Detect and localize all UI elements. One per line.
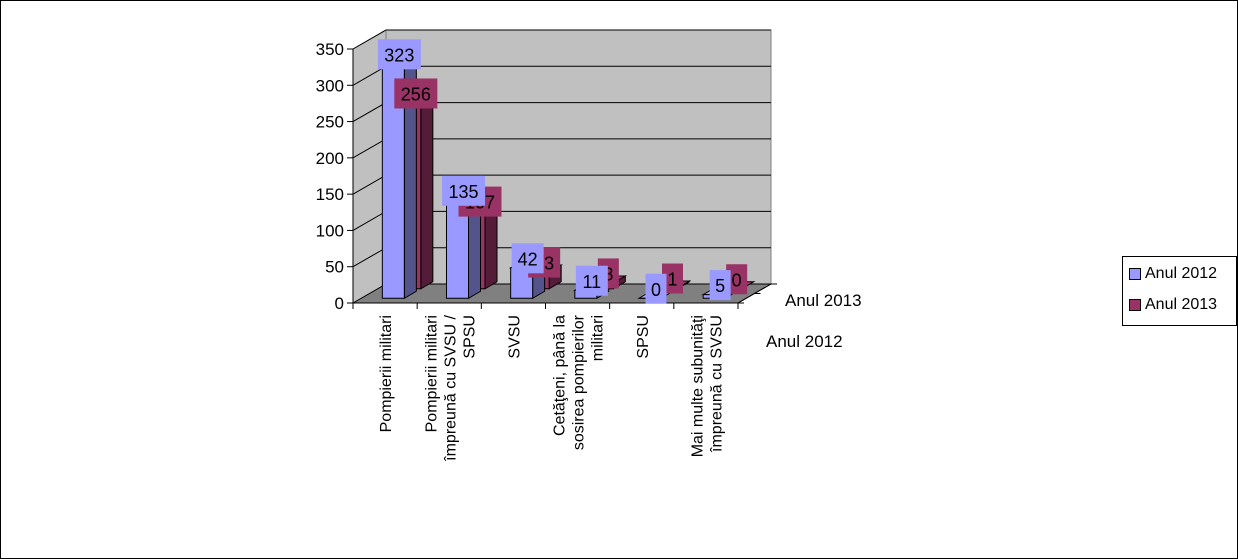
legend-swatch-2013: [1129, 299, 1141, 311]
data-label-2013-box: [726, 264, 748, 295]
gridline-side: [352, 138, 387, 159]
y-tick-label: 0: [335, 294, 344, 313]
gridline-side: [352, 29, 387, 50]
legend-label-2012: Anul 2012: [1145, 265, 1218, 282]
data-label-2013-box: [662, 263, 683, 294]
bar-2012: [380, 55, 419, 300]
legend-item-2012: Anul 2012: [1129, 264, 1217, 284]
category-label: împreună cu SVSU /: [442, 314, 459, 461]
gridline-side: [352, 102, 387, 123]
category-label: SVSU: [506, 315, 523, 359]
category-label: împreună cu SVSU: [708, 315, 725, 453]
data-label-2013: 256: [401, 84, 431, 104]
legend-item-2013: Anul 2013: [1129, 295, 1217, 315]
y-tick-label: 150: [316, 185, 344, 204]
category-label: sosirea pompierilor: [571, 314, 588, 450]
data-label-2012-box: [645, 273, 667, 304]
data-label-2012: 135: [448, 182, 478, 202]
gridline-side: [352, 174, 387, 195]
gridline-side: [352, 247, 387, 268]
category-label: Pompierii militari: [378, 315, 395, 432]
data-label-2012: 0: [651, 280, 661, 300]
y-tick-label: 250: [316, 113, 344, 132]
data-label-2013: 1: [667, 270, 677, 290]
y-tick-label: 350: [316, 40, 344, 59]
data-label-2013: 8: [603, 264, 613, 284]
data-label-2012-box: [377, 39, 421, 70]
legend: Anul 2012 Anul 2013: [1122, 256, 1237, 326]
data-label-2013-box: [394, 78, 438, 109]
category-label: Mai multe subunităţi: [689, 315, 706, 457]
category-label: Cetăţeni, până la: [552, 315, 569, 436]
category-label: SPSU: [635, 315, 652, 359]
category-label: Pompierii militari: [423, 315, 440, 432]
data-label-2012-box: [709, 270, 731, 301]
data-label-2012: 42: [518, 249, 538, 269]
depth-label-2013: Anul 2013: [785, 291, 862, 310]
data-label-2012-box: [442, 175, 485, 206]
y-tick-label: 300: [316, 76, 344, 95]
data-label-2012: 323: [384, 45, 414, 65]
legend-label-2013: Anul 2013: [1145, 296, 1218, 313]
data-label-2012-box: [511, 243, 544, 274]
y-tick-label: 200: [316, 149, 344, 168]
category-label: SPSU: [461, 315, 478, 359]
data-label-2013: 0: [732, 270, 742, 290]
gridline-side: [352, 210, 387, 231]
side-wall: [352, 29, 387, 304]
back-wall: [385, 29, 772, 285]
data-label-2012: 11: [582, 272, 601, 292]
y-tick-label: 50: [325, 258, 344, 277]
gridline-side: [352, 65, 387, 86]
category-label: militari: [590, 315, 607, 361]
depth-label-2012: Anul 2012: [766, 332, 843, 351]
data-label-2012-box: [575, 265, 608, 296]
legend-swatch-2012: [1129, 268, 1141, 280]
data-label-2012: 5: [715, 276, 725, 296]
y-tick-label: 100: [316, 221, 344, 240]
